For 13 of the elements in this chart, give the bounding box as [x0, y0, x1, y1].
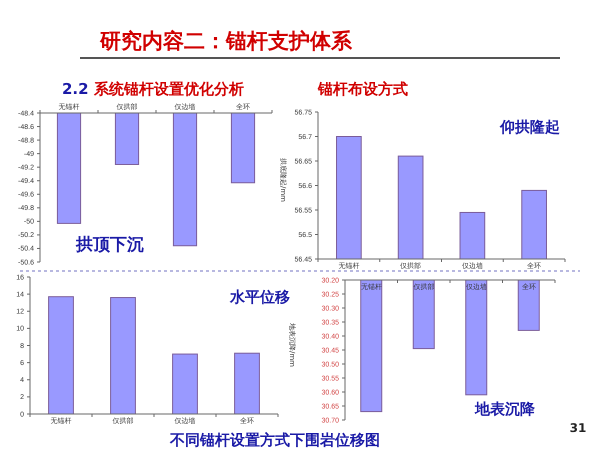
bar [172, 354, 198, 414]
bar [234, 352, 260, 414]
chart-title: 锚杆布设方式 [317, 80, 408, 98]
bar [110, 297, 136, 414]
annotation: 水平位移 [229, 288, 290, 306]
annotation: 地表沉降 [474, 400, 536, 418]
annotation: 拱顶下沉 [75, 235, 144, 255]
chart-title: 研究内容二：锚杆支护体系 [99, 29, 353, 53]
text: 31 [570, 421, 586, 435]
bar [48, 296, 74, 414]
annotation: 仰拱隆起 [499, 118, 560, 136]
chart-subtitle: 2.2 系统锚杆设置优化分析 [62, 80, 244, 98]
text: 不同锚杆设置方式下围岩位移图 [169, 431, 380, 449]
